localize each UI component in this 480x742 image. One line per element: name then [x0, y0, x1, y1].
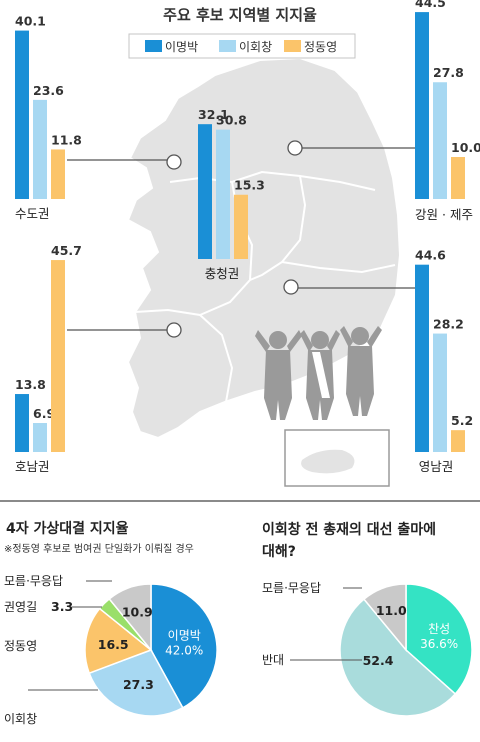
- pie1-label-name-chung-dong-young: 정동영: [4, 639, 37, 653]
- bar-value-label: 30.8: [216, 113, 247, 128]
- bar-group-5: 44.6 28.2 5.2 영남권: [415, 248, 473, 474]
- bar-value-label: 32.1: [198, 107, 229, 122]
- bar-value-label: 15.3: [234, 178, 265, 193]
- bar-chung-dong-young: [451, 157, 465, 199]
- bar-group-4: 13.8 6.9 45.7 호남권: [15, 243, 82, 474]
- legend-swatch-lee-hoi-chang: [219, 40, 236, 52]
- bar-lee-myung-bak: [415, 12, 429, 199]
- region-label: 강원 · 제주: [415, 207, 473, 222]
- bar-lee-myung-bak: [15, 30, 29, 199]
- pie1-label-name-no-answer: 모름·무응답: [4, 574, 63, 588]
- legend-box: [128, 33, 356, 59]
- regional-bar-groups: 40.1 23.6 11.8 수도권 32.130.8 15.3 충청권 44.5 27.8 10…: [15, 0, 480, 474]
- bar-group-2: 32.130.8 15.3 충청권: [198, 107, 265, 281]
- jeju-inset-frame: [284, 429, 390, 487]
- pie1-slice-no-answer: [108, 583, 152, 653]
- bar-chung-dong-young: [451, 430, 465, 452]
- connector-dot-gangwon: [287, 140, 303, 156]
- bar-value-label: 28.2: [433, 317, 464, 332]
- pie2-slice-no-answer: [362, 583, 407, 653]
- bar-group-3: 44.5 27.8 10.0 강원 · 제주: [415, 0, 480, 222]
- pie1-label-value-lee-myung-bak: 42.0%: [165, 643, 203, 657]
- bar-value-label: 44.6: [415, 248, 446, 263]
- pie1-label-value-kwon-young-gil: 3.3: [51, 599, 73, 614]
- pie2-slice-oppose: [339, 598, 457, 717]
- bar-lee-hoi-chang: [216, 129, 230, 259]
- connector-dot-yeongnam: [283, 279, 299, 295]
- bar-value-label: 13.8: [15, 377, 46, 392]
- bar-value-label: 44.5: [415, 0, 446, 10]
- bar-chung-dong-young: [51, 260, 65, 452]
- bar-lee-myung-bak: [198, 124, 212, 260]
- candidate-sash: [312, 352, 330, 398]
- bar-value-label: 27.8: [433, 65, 464, 80]
- bar-chart-legend: 이명박 이회창 정동영: [128, 33, 356, 59]
- bar-group-1: 40.1 23.6 11.8 수도권: [15, 14, 82, 221]
- korea-map: [126, 56, 402, 487]
- region-borders: [134, 170, 396, 403]
- bar-value-label: 23.6: [33, 83, 64, 98]
- bar-lee-hoi-chang: [33, 99, 47, 199]
- connector-dot-metro: [166, 154, 182, 170]
- region-label: 호남권: [15, 459, 50, 474]
- pie1-label-value-no-answer: 10.9: [122, 604, 153, 619]
- connector-lines: [67, 140, 418, 338]
- pie2-label-value-no-answer: 11.0: [376, 603, 407, 618]
- bar-chung-dong-young: [234, 194, 248, 259]
- bar-chung-dong-young: [51, 149, 65, 199]
- bar-value-label: 11.8: [51, 132, 82, 147]
- pie1-label-name-kwon-young-gil: 권영길: [4, 600, 37, 614]
- legend-label-lee-myung-bak: 이명박: [165, 40, 198, 54]
- pie1-label-value-chung-dong-young: 16.5: [98, 637, 129, 652]
- pie2-label-name-oppose: 반대: [262, 653, 284, 667]
- pie1-title: 4자 가상대결 지지율: [6, 520, 129, 537]
- legend-swatch-chung-dong-young: [284, 40, 301, 52]
- legend-swatch-lee-myung-bak: [145, 40, 162, 52]
- pie2-label-name-no-answer: 모름·무응답: [262, 581, 321, 595]
- pie1-subtitle: ※정동영 후보로 범여권 단일화가 이뤄질 경우: [4, 542, 194, 555]
- pie2-label-value-oppose: 52.4: [363, 653, 394, 668]
- bar-value-label: 10.0: [451, 140, 480, 155]
- bar-value-label: 40.1: [15, 14, 46, 29]
- pie1-slice-lee-hoi-chang: [88, 649, 184, 717]
- pie1-label-name-lee-hoi-chang: 이회창: [4, 712, 37, 726]
- pie1-slice-lee-myung-bak: [150, 583, 218, 709]
- legend-label-lee-hoi-chang: 이회창: [239, 40, 272, 54]
- jeju-island: [301, 449, 355, 474]
- pie1-slice-chung-dong-young: [84, 607, 153, 675]
- pie1-label-value-lee-hoi-chang: 27.3: [123, 677, 154, 692]
- bar-lee-hoi-chang: [433, 333, 447, 452]
- pie2-title-line1: 이회창 전 총재의 대선 출마에: [262, 521, 436, 538]
- bar-chart-title: 주요 후보 지역별 지지율: [163, 6, 317, 24]
- bar-lee-myung-bak: [15, 394, 29, 452]
- region-label: 영남권: [419, 459, 454, 474]
- legend-label-chung-dong-young: 정동영: [304, 40, 337, 54]
- connector-dot-honam: [166, 322, 182, 338]
- bar-value-label: 6.9: [33, 406, 55, 421]
- bar-value-label: 45.7: [51, 243, 82, 258]
- bar-lee-hoi-chang: [433, 82, 447, 199]
- region-label: 수도권: [15, 206, 50, 221]
- pie2-label-value-support: 36.6%: [420, 637, 458, 651]
- pie2-slice-support: [405, 583, 473, 696]
- bar-lee-hoi-chang: [33, 423, 47, 452]
- pie1-label-name-lee-myung-bak: 이명박: [168, 628, 201, 642]
- bar-lee-myung-bak: [415, 264, 429, 452]
- pie2-title-line2: 대해?: [262, 544, 296, 560]
- region-label: 충청권: [205, 266, 240, 281]
- bar-value-label: 5.2: [451, 413, 473, 428]
- pie2-label-name-support: 찬성: [428, 621, 450, 636]
